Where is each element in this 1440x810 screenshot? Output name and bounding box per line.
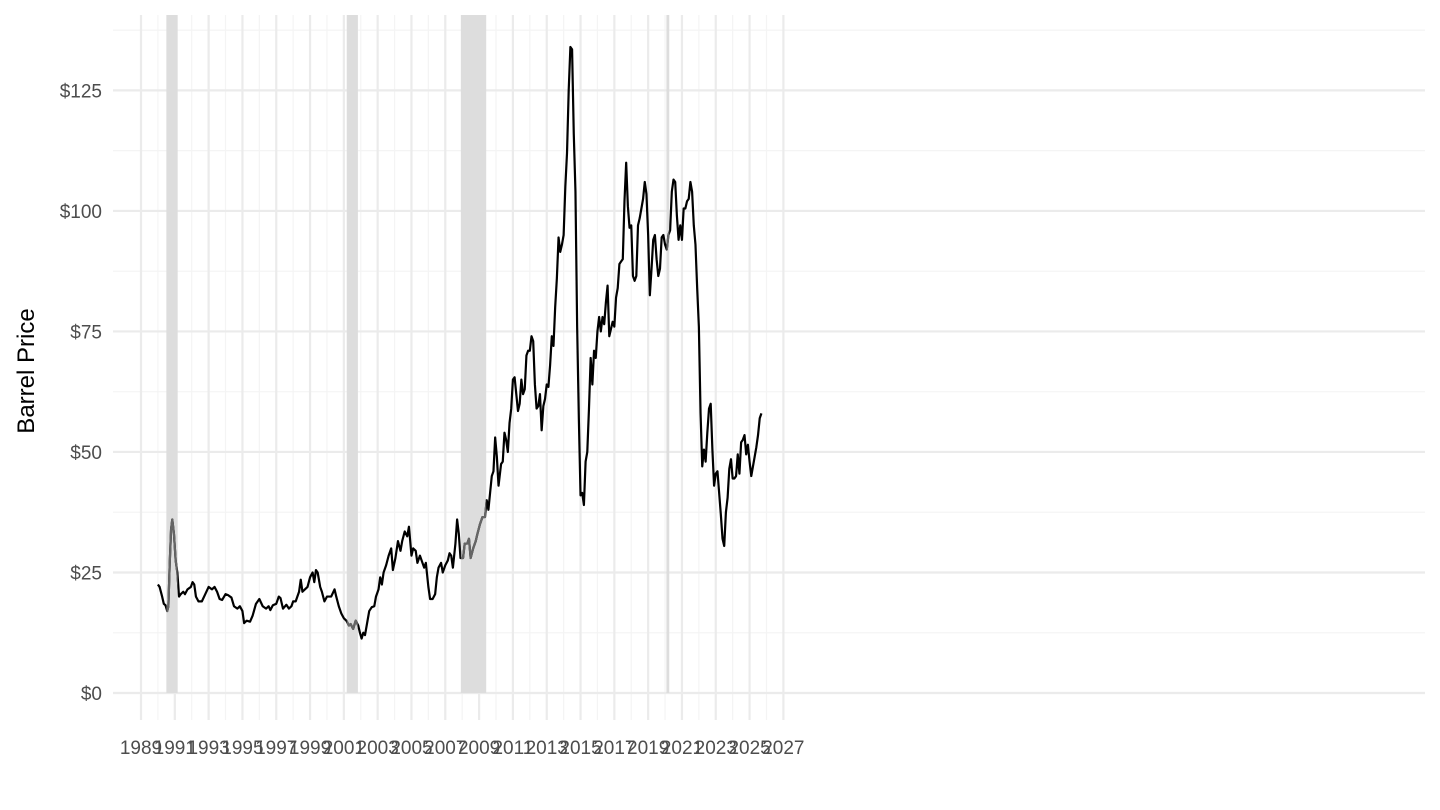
x-tick-label: 1999 [289, 738, 331, 759]
x-tick-label: 1991 [154, 738, 196, 759]
x-tick-label: 1997 [255, 738, 297, 759]
y-tick-label: $100 [60, 202, 102, 223]
recession-band [346, 15, 358, 693]
x-tick-label: 2025 [728, 738, 770, 759]
recession-band [460, 15, 487, 693]
x-tick-label: 2015 [559, 738, 601, 759]
y-axis-title: Barrel Price [13, 308, 40, 433]
price-line [157, 45, 763, 640]
x-axis-tick-labels: 1989199119931995199719992001200320052007… [120, 738, 805, 759]
recession-band [666, 15, 670, 693]
x-tick-label: 2009 [458, 738, 500, 759]
recession-band [166, 15, 178, 693]
x-tick-label: 1995 [221, 738, 263, 759]
y-axis-tick-labels: $0 $25 $50 $75 $100 $125 [60, 81, 102, 705]
x-tick-label: 2017 [593, 738, 635, 759]
x-tick-label: 2023 [695, 738, 737, 759]
x-tick-label: 2007 [424, 738, 466, 759]
x-tick-label: 2027 [762, 738, 804, 759]
recession-bands [166, 15, 670, 693]
x-tick-label: 1993 [187, 738, 229, 759]
x-tick-label: 2021 [661, 738, 703, 759]
x-tick-label: 2005 [390, 738, 432, 759]
x-tick-label: 2011 [492, 738, 533, 759]
x-tick-label: 2019 [627, 738, 669, 759]
y-tick-label: $0 [81, 684, 102, 705]
y-tick-label: $125 [60, 81, 102, 102]
y-tick-label: $50 [70, 443, 102, 464]
y-tick-label: $25 [70, 563, 102, 584]
grid-lines [113, 15, 1425, 720]
x-tick-label: 2013 [526, 738, 568, 759]
x-tick-label: 1989 [120, 738, 162, 759]
x-tick-label: 2001 [323, 738, 365, 759]
y-tick-label: $75 [70, 322, 102, 343]
price-series [157, 45, 763, 640]
x-tick-label: 2003 [357, 738, 399, 759]
